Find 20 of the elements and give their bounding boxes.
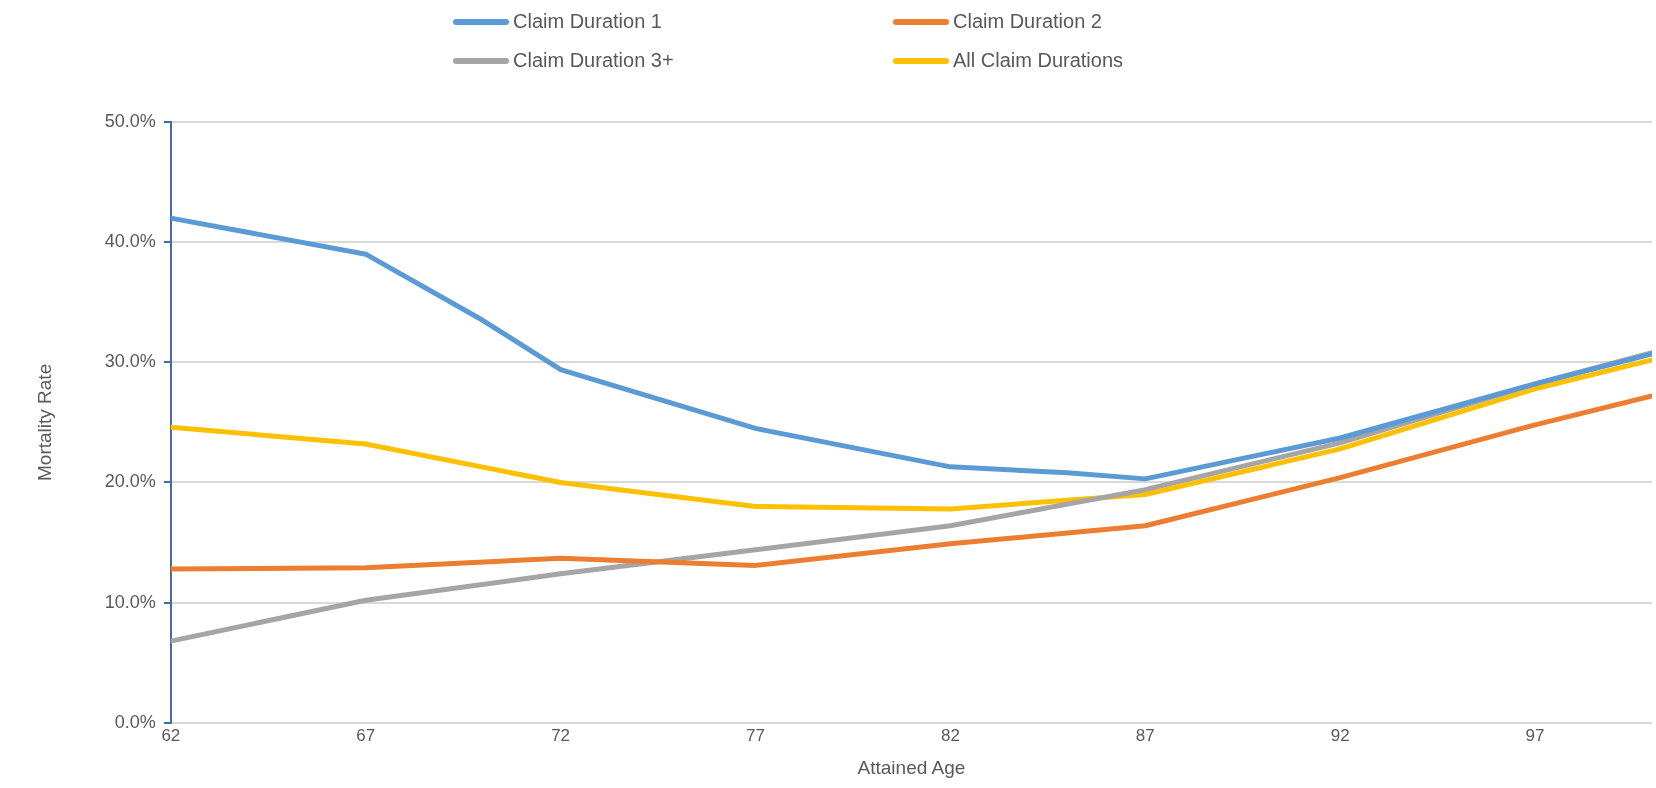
y-tick-label: 50.0%: [104, 110, 156, 131]
x-axis-title: Attained Age: [857, 756, 966, 778]
x-tick-label: 67: [356, 725, 376, 745]
x-tick-label: 82: [940, 725, 960, 745]
x-tick-label: 62: [161, 725, 181, 745]
y-axis-title: Mortality Rate: [33, 363, 55, 481]
y-tick-label: 10.0%: [104, 591, 156, 612]
legend-label: All Claim Durations: [953, 49, 1124, 72]
y-tick-label: 0.0%: [114, 711, 156, 732]
x-tick-label: 97: [1525, 725, 1545, 745]
x-tick-label: 77: [746, 725, 765, 745]
legend-label: Claim Duration 2: [953, 10, 1102, 33]
legend-label: Claim Duration 1: [513, 10, 662, 33]
y-tick-label: 20.0%: [104, 471, 156, 492]
y-tick-label: 30.0%: [104, 351, 156, 372]
x-tick-label: 92: [1330, 725, 1350, 745]
x-tick-label: 72: [551, 725, 571, 745]
x-tick-label: 87: [1135, 725, 1155, 745]
legend-label: Claim Duration 3+: [513, 49, 674, 72]
y-tick-label: 40.0%: [104, 231, 156, 252]
